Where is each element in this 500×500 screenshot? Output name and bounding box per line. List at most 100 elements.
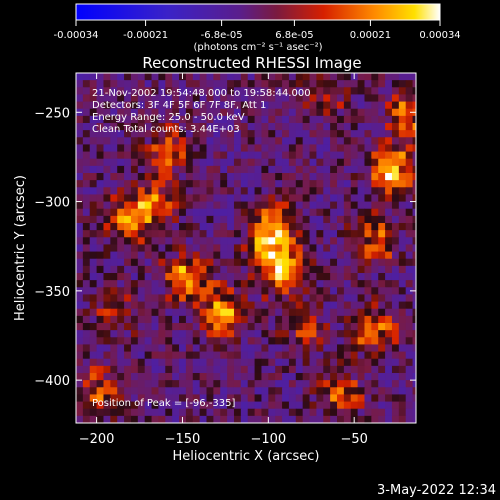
heatmap-cell [282, 337, 290, 346]
heatmap-cell [247, 415, 256, 423]
heatmap-cell [302, 165, 311, 174]
heatmap-cell [337, 208, 345, 217]
heatmap-cell [103, 237, 111, 246]
heatmap-cell [364, 358, 372, 367]
heatmap-cell [192, 330, 201, 338]
heatmap-cell [110, 80, 118, 88]
heatmap-cell [364, 158, 372, 167]
heatmap-cell [172, 244, 180, 253]
heatmap-cell [199, 215, 208, 224]
heatmap-cell [371, 108, 379, 117]
heatmap-cell [282, 408, 290, 417]
heatmap-cell [179, 180, 187, 188]
heatmap-cell [337, 115, 345, 124]
heatmap-cell [412, 280, 416, 288]
heatmap-cell [96, 237, 105, 246]
heatmap-cell [405, 315, 414, 324]
heatmap-cell [233, 80, 242, 88]
heatmap-cell [371, 280, 379, 288]
heatmap-cell [220, 94, 228, 103]
heatmap-cell [295, 151, 304, 160]
heatmap-cell [151, 87, 160, 96]
heatmap-cell [316, 373, 324, 381]
heatmap-cell [371, 358, 379, 367]
heatmap-cell [309, 337, 318, 346]
heatmap-cell [179, 387, 187, 396]
heatmap-cell [158, 380, 166, 388]
heatmap-cell [343, 194, 352, 203]
heatmap-cell [343, 337, 352, 346]
heatmap-cell [378, 201, 386, 210]
heatmap-cell [398, 123, 407, 131]
heatmap-cell [398, 330, 407, 338]
heatmap-cell [405, 408, 414, 417]
heatmap-cell [130, 144, 139, 153]
heatmap-cell [350, 237, 359, 246]
heatmap-cell [172, 294, 180, 303]
heatmap-cell [185, 173, 194, 181]
heatmap-cell [137, 130, 146, 138]
heatmap-cell [233, 258, 242, 267]
heatmap-cell [103, 394, 111, 403]
heatmap-cell [199, 165, 208, 174]
heatmap-cell [309, 223, 318, 231]
heatmap-cell [220, 344, 228, 353]
heatmap-cell [261, 144, 269, 153]
heatmap-cell [192, 158, 201, 167]
heatmap-cell [343, 373, 352, 381]
heatmap-cell [137, 201, 146, 210]
heatmap-cell [309, 273, 318, 281]
heatmap-cell [405, 280, 414, 288]
heatmap-cell [398, 194, 407, 203]
heatmap-cell [254, 287, 263, 296]
heatmap-cell [192, 187, 201, 196]
heatmap-cell [151, 144, 160, 153]
heatmap-cell [323, 265, 331, 274]
heatmap-cell [261, 237, 269, 246]
heatmap-cell [302, 401, 311, 410]
heatmap-cell [385, 180, 393, 188]
heatmap-cell [323, 301, 331, 310]
heatmap-cell [213, 315, 221, 324]
heatmap-cell [309, 101, 318, 110]
heatmap-cell [89, 180, 98, 188]
heatmap-cell [185, 394, 194, 403]
heatmap-cell [385, 115, 393, 124]
heatmap-cell [103, 401, 111, 410]
heatmap-cell [240, 287, 249, 296]
heatmap-cell [337, 201, 345, 210]
heatmap-cell [268, 308, 276, 317]
heatmap-cell [412, 358, 416, 367]
heatmap-cell [330, 344, 338, 353]
heatmap-cell [330, 294, 338, 303]
heatmap-cell [357, 401, 366, 410]
heatmap-cell [124, 151, 132, 160]
heatmap-cell [103, 137, 111, 146]
heatmap-cell [302, 373, 311, 381]
heatmap-cell [398, 144, 407, 153]
heatmap-cell [309, 308, 318, 317]
heatmap-cell [130, 394, 139, 403]
heatmap-cell [337, 373, 345, 381]
heatmap-cell [412, 115, 416, 124]
heatmap-cell [357, 201, 366, 210]
heatmap-cell [117, 401, 125, 410]
heatmap-cell [295, 87, 304, 96]
heatmap-cell [82, 73, 91, 81]
heatmap-cell [254, 115, 263, 124]
heatmap-cell [357, 258, 366, 267]
heatmap-cell [76, 187, 84, 196]
heatmap-cell [206, 123, 214, 131]
heatmap-cell [371, 194, 379, 203]
heatmap-cell [192, 137, 201, 146]
heatmap-cell [350, 408, 359, 417]
heatmap-cell [295, 408, 304, 417]
heatmap-cell [151, 115, 160, 124]
heatmap-cell [158, 365, 166, 374]
heatmap-cell [213, 258, 221, 267]
heatmap-cell [240, 308, 249, 317]
heatmap-cell [151, 101, 160, 110]
heatmap-cell [405, 380, 414, 388]
heatmap-cell [357, 251, 366, 260]
heatmap-cell [268, 294, 276, 303]
